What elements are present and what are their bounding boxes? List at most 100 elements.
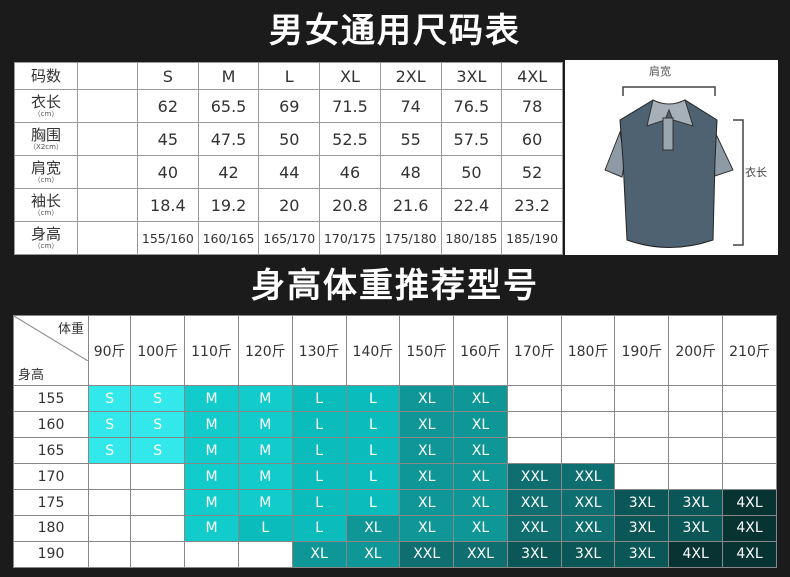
recommended-size: 3XL bbox=[614, 540, 670, 569]
height-row: 190 XL XL XXL XXL 3XL 3XL 3XL 4XL 4XL bbox=[13, 540, 777, 569]
measure-value: 71.5 bbox=[319, 89, 381, 124]
recommended-size: L bbox=[237, 515, 293, 542]
recommended-size bbox=[87, 463, 132, 491]
recommended-size: XL bbox=[345, 540, 401, 569]
height-row: 155 S S M M L L XL XL bbox=[13, 385, 777, 413]
recommended-size: 4XL bbox=[668, 540, 724, 569]
recommended-size: M bbox=[237, 489, 293, 517]
measure-value: 20.8 bbox=[319, 188, 381, 223]
measure-value: 74 bbox=[379, 89, 442, 124]
height-label: 170 bbox=[13, 463, 89, 491]
size-header-XL: XL bbox=[319, 61, 381, 91]
weight-header: 170斤 bbox=[506, 314, 562, 387]
recommended-size: XXL bbox=[399, 540, 455, 569]
diagonal-divider bbox=[14, 316, 88, 361]
measure-name: 身高 bbox=[30, 224, 61, 243]
weight-header: 120斤 bbox=[237, 314, 293, 387]
measure-value: 40 bbox=[137, 155, 199, 190]
measure-value: 47.5 bbox=[197, 122, 260, 157]
measure-value: 60 bbox=[501, 122, 563, 157]
recommended-size: S bbox=[87, 385, 132, 413]
recommended-size bbox=[130, 463, 186, 491]
measure-name: 胸围 bbox=[30, 125, 61, 144]
recommended-size: M bbox=[237, 437, 293, 465]
weight-header: 100斤 bbox=[130, 314, 186, 387]
recommended-size bbox=[722, 411, 777, 439]
measure-row: 衣长 （cm） 62 65.5 69 71.5 74 76.5 78 bbox=[14, 89, 563, 124]
measure-unit: （cm） bbox=[33, 208, 59, 217]
measure-value: 42 bbox=[197, 155, 260, 190]
corner-cell: 体重 身高 bbox=[13, 314, 89, 387]
recommended-size: 3XL bbox=[560, 540, 616, 569]
recommended-size: L bbox=[291, 489, 347, 517]
recommended-size: 3XL bbox=[614, 515, 670, 542]
corner-weight: 体重 bbox=[57, 322, 84, 337]
measure-row: 肩宽 （cm） 40 42 44 46 48 50 52 bbox=[14, 155, 563, 190]
shirt-diagram: 肩宽 衣长 bbox=[565, 60, 778, 255]
corner-height: 身高 bbox=[18, 368, 45, 384]
recommended-size: XXL bbox=[560, 463, 616, 491]
recommended-size: 4XL bbox=[722, 515, 777, 542]
measure-value: 52.5 bbox=[319, 122, 381, 157]
measure-label: 袖长 （cm） bbox=[14, 188, 78, 223]
recommended-size: XL bbox=[453, 437, 508, 465]
height-row: 165 S S M M L L XL XL bbox=[13, 437, 777, 465]
recommended-size: L bbox=[291, 437, 347, 465]
measure-value: 76.5 bbox=[440, 89, 503, 124]
recommended-size bbox=[506, 385, 562, 413]
measure-value: 185/190 bbox=[501, 221, 563, 255]
recommended-size bbox=[614, 411, 670, 439]
recommended-size: XL bbox=[399, 437, 455, 465]
recommended-size: 4XL bbox=[722, 540, 777, 569]
recommended-size bbox=[87, 489, 132, 517]
height-label: 190 bbox=[13, 540, 89, 569]
length-label: 衣长 bbox=[745, 166, 767, 179]
height-label: 180 bbox=[13, 515, 89, 542]
size-header-M: M bbox=[197, 61, 260, 91]
measure-value: 20 bbox=[258, 188, 321, 223]
recommended-size bbox=[130, 515, 186, 542]
measure-row: 胸围 （X2cm） 45 47.5 50 52.5 55 57.5 60 bbox=[14, 122, 563, 157]
recommended-size bbox=[560, 411, 616, 439]
measure-value: 50 bbox=[440, 155, 503, 190]
recommended-size: S bbox=[130, 437, 186, 465]
recommended-size: XL bbox=[453, 515, 508, 542]
height-label: 155 bbox=[13, 385, 89, 413]
recommended-size bbox=[614, 437, 670, 465]
measure-value: 44 bbox=[258, 155, 321, 190]
recommended-size: L bbox=[291, 411, 347, 439]
blank-cell bbox=[77, 122, 138, 157]
recommended-size: 4XL bbox=[722, 489, 777, 517]
measure-value: 50 bbox=[258, 122, 321, 157]
size-header-3XL: 3XL bbox=[440, 61, 503, 91]
recommended-size: XXL bbox=[560, 489, 616, 517]
recommended-size: XL bbox=[399, 515, 455, 542]
blank-cell bbox=[77, 61, 138, 91]
weight-header: 140斤 bbox=[345, 314, 401, 387]
recommended-size: M bbox=[184, 411, 239, 439]
recommended-size bbox=[722, 385, 777, 413]
weight-header: 210斤 bbox=[722, 314, 777, 387]
blank-cell bbox=[77, 188, 138, 223]
measure-value: 78 bbox=[501, 89, 563, 124]
recommended-size: XL bbox=[399, 411, 455, 439]
recommended-size: XL bbox=[345, 515, 401, 542]
recommended-size: 3XL bbox=[668, 489, 724, 517]
blank-cell bbox=[77, 89, 138, 124]
header-label: 码数 bbox=[14, 61, 78, 91]
measure-value: 69 bbox=[258, 89, 321, 124]
recommended-size: M bbox=[184, 463, 239, 491]
recommended-size: L bbox=[345, 411, 401, 439]
measure-value: 160/165 bbox=[197, 221, 260, 255]
measure-unit: （X2cm） bbox=[29, 142, 63, 151]
recommended-size: XL bbox=[291, 540, 347, 569]
recommended-size: XL bbox=[453, 463, 508, 491]
measure-value: 62 bbox=[137, 89, 199, 124]
recommended-size: M bbox=[237, 463, 293, 491]
size-header-L: L bbox=[258, 61, 321, 91]
shoulder-label: 肩宽 bbox=[649, 65, 671, 78]
measure-name: 袖长 bbox=[30, 191, 61, 210]
recommended-size bbox=[668, 411, 724, 439]
height-row: 170 M M L L XL XL XXL XXL bbox=[13, 463, 777, 491]
recommended-size: M bbox=[184, 385, 239, 413]
